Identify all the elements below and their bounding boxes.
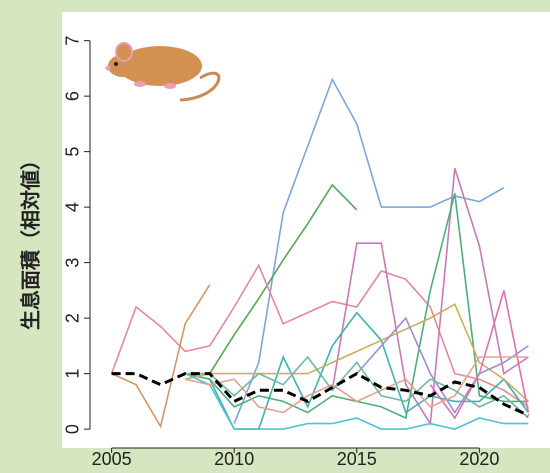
series-line [185,303,529,402]
y-tick-label: 5 [63,147,83,157]
y-tick-label: 0 [63,424,83,434]
y-tick-label: 1 [63,369,83,379]
x-tick-label: 2005 [92,449,132,468]
y-tick-label: 7 [63,36,83,46]
series-line [110,263,529,408]
x-tick-label: 2015 [337,449,377,468]
y-tick-label: 2 [63,313,83,323]
series-line [429,290,530,420]
series-line [356,316,529,414]
mean-line [111,371,530,417]
mouse-icon [105,42,221,102]
series-line [184,372,529,430]
x-tick-label: 2010 [214,449,254,468]
series-line [185,355,529,419]
x-tick-label: 2020 [459,449,499,468]
series-line [209,183,358,375]
y-tick-label: 3 [63,258,83,268]
series-line [233,77,505,424]
series-line [111,284,211,429]
y-axis-label: 生息面積（相対値） [18,150,42,330]
y-tick-label: 6 [63,91,83,101]
y-tick-label: 4 [63,202,83,212]
